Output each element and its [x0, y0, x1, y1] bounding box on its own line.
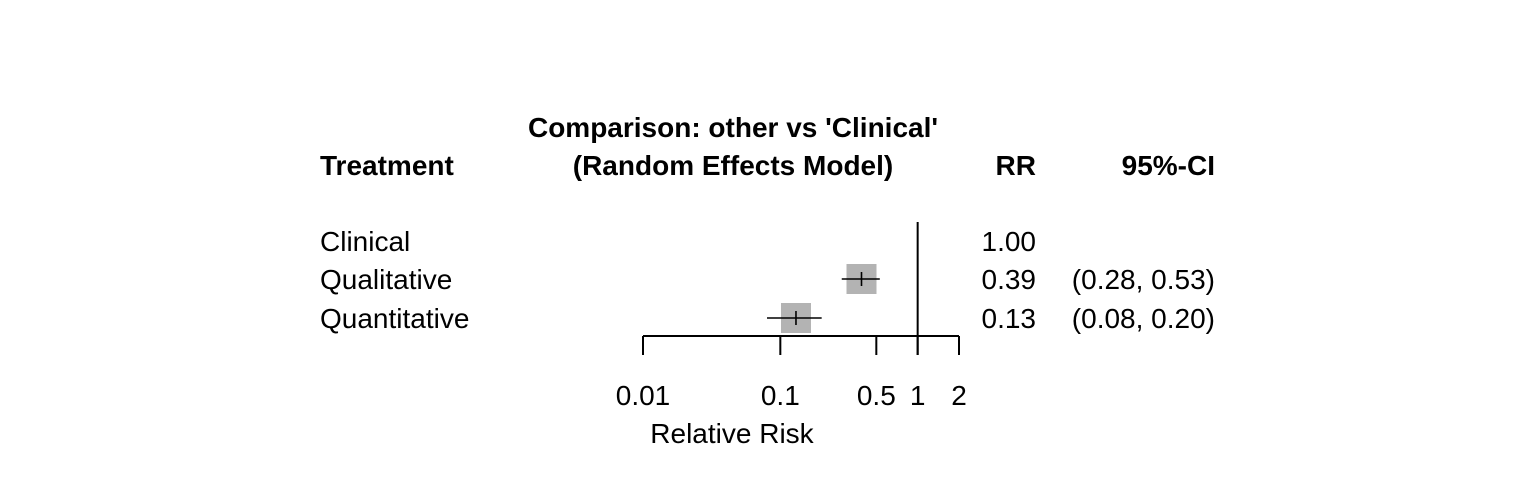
row-label-clinical: Clinical	[320, 226, 410, 257]
header-ci: 95%-CI	[1122, 150, 1215, 181]
rr-value-clinical: 1.00	[982, 226, 1037, 257]
ci-value-qualitative: (0.28, 0.53)	[1072, 264, 1215, 295]
header-rr: RR	[996, 150, 1036, 181]
row-label-quantitative: Quantitative	[320, 303, 469, 334]
chart-title-line2: (Random Effects Model)	[573, 150, 893, 181]
chart-title-line1: Comparison: other vs 'Clinical'	[528, 112, 938, 143]
x-axis-label: Relative Risk	[650, 418, 814, 449]
ci-value-quantitative: (0.08, 0.20)	[1072, 303, 1215, 334]
rr-value-qualitative: 0.39	[982, 264, 1037, 295]
row-label-qualitative: Qualitative	[320, 264, 452, 295]
plot-area: 0.01 0.1 0.5 1 2	[616, 222, 967, 411]
x-tick-label: 1	[910, 380, 926, 411]
x-tick-label: 0.5	[857, 380, 896, 411]
header-treatment: Treatment	[320, 150, 454, 181]
x-tick-label: 0.1	[761, 380, 800, 411]
rr-value-quantitative: 0.13	[982, 303, 1037, 334]
x-tick-label: 2	[951, 380, 967, 411]
x-tick-label: 0.01	[616, 380, 671, 411]
